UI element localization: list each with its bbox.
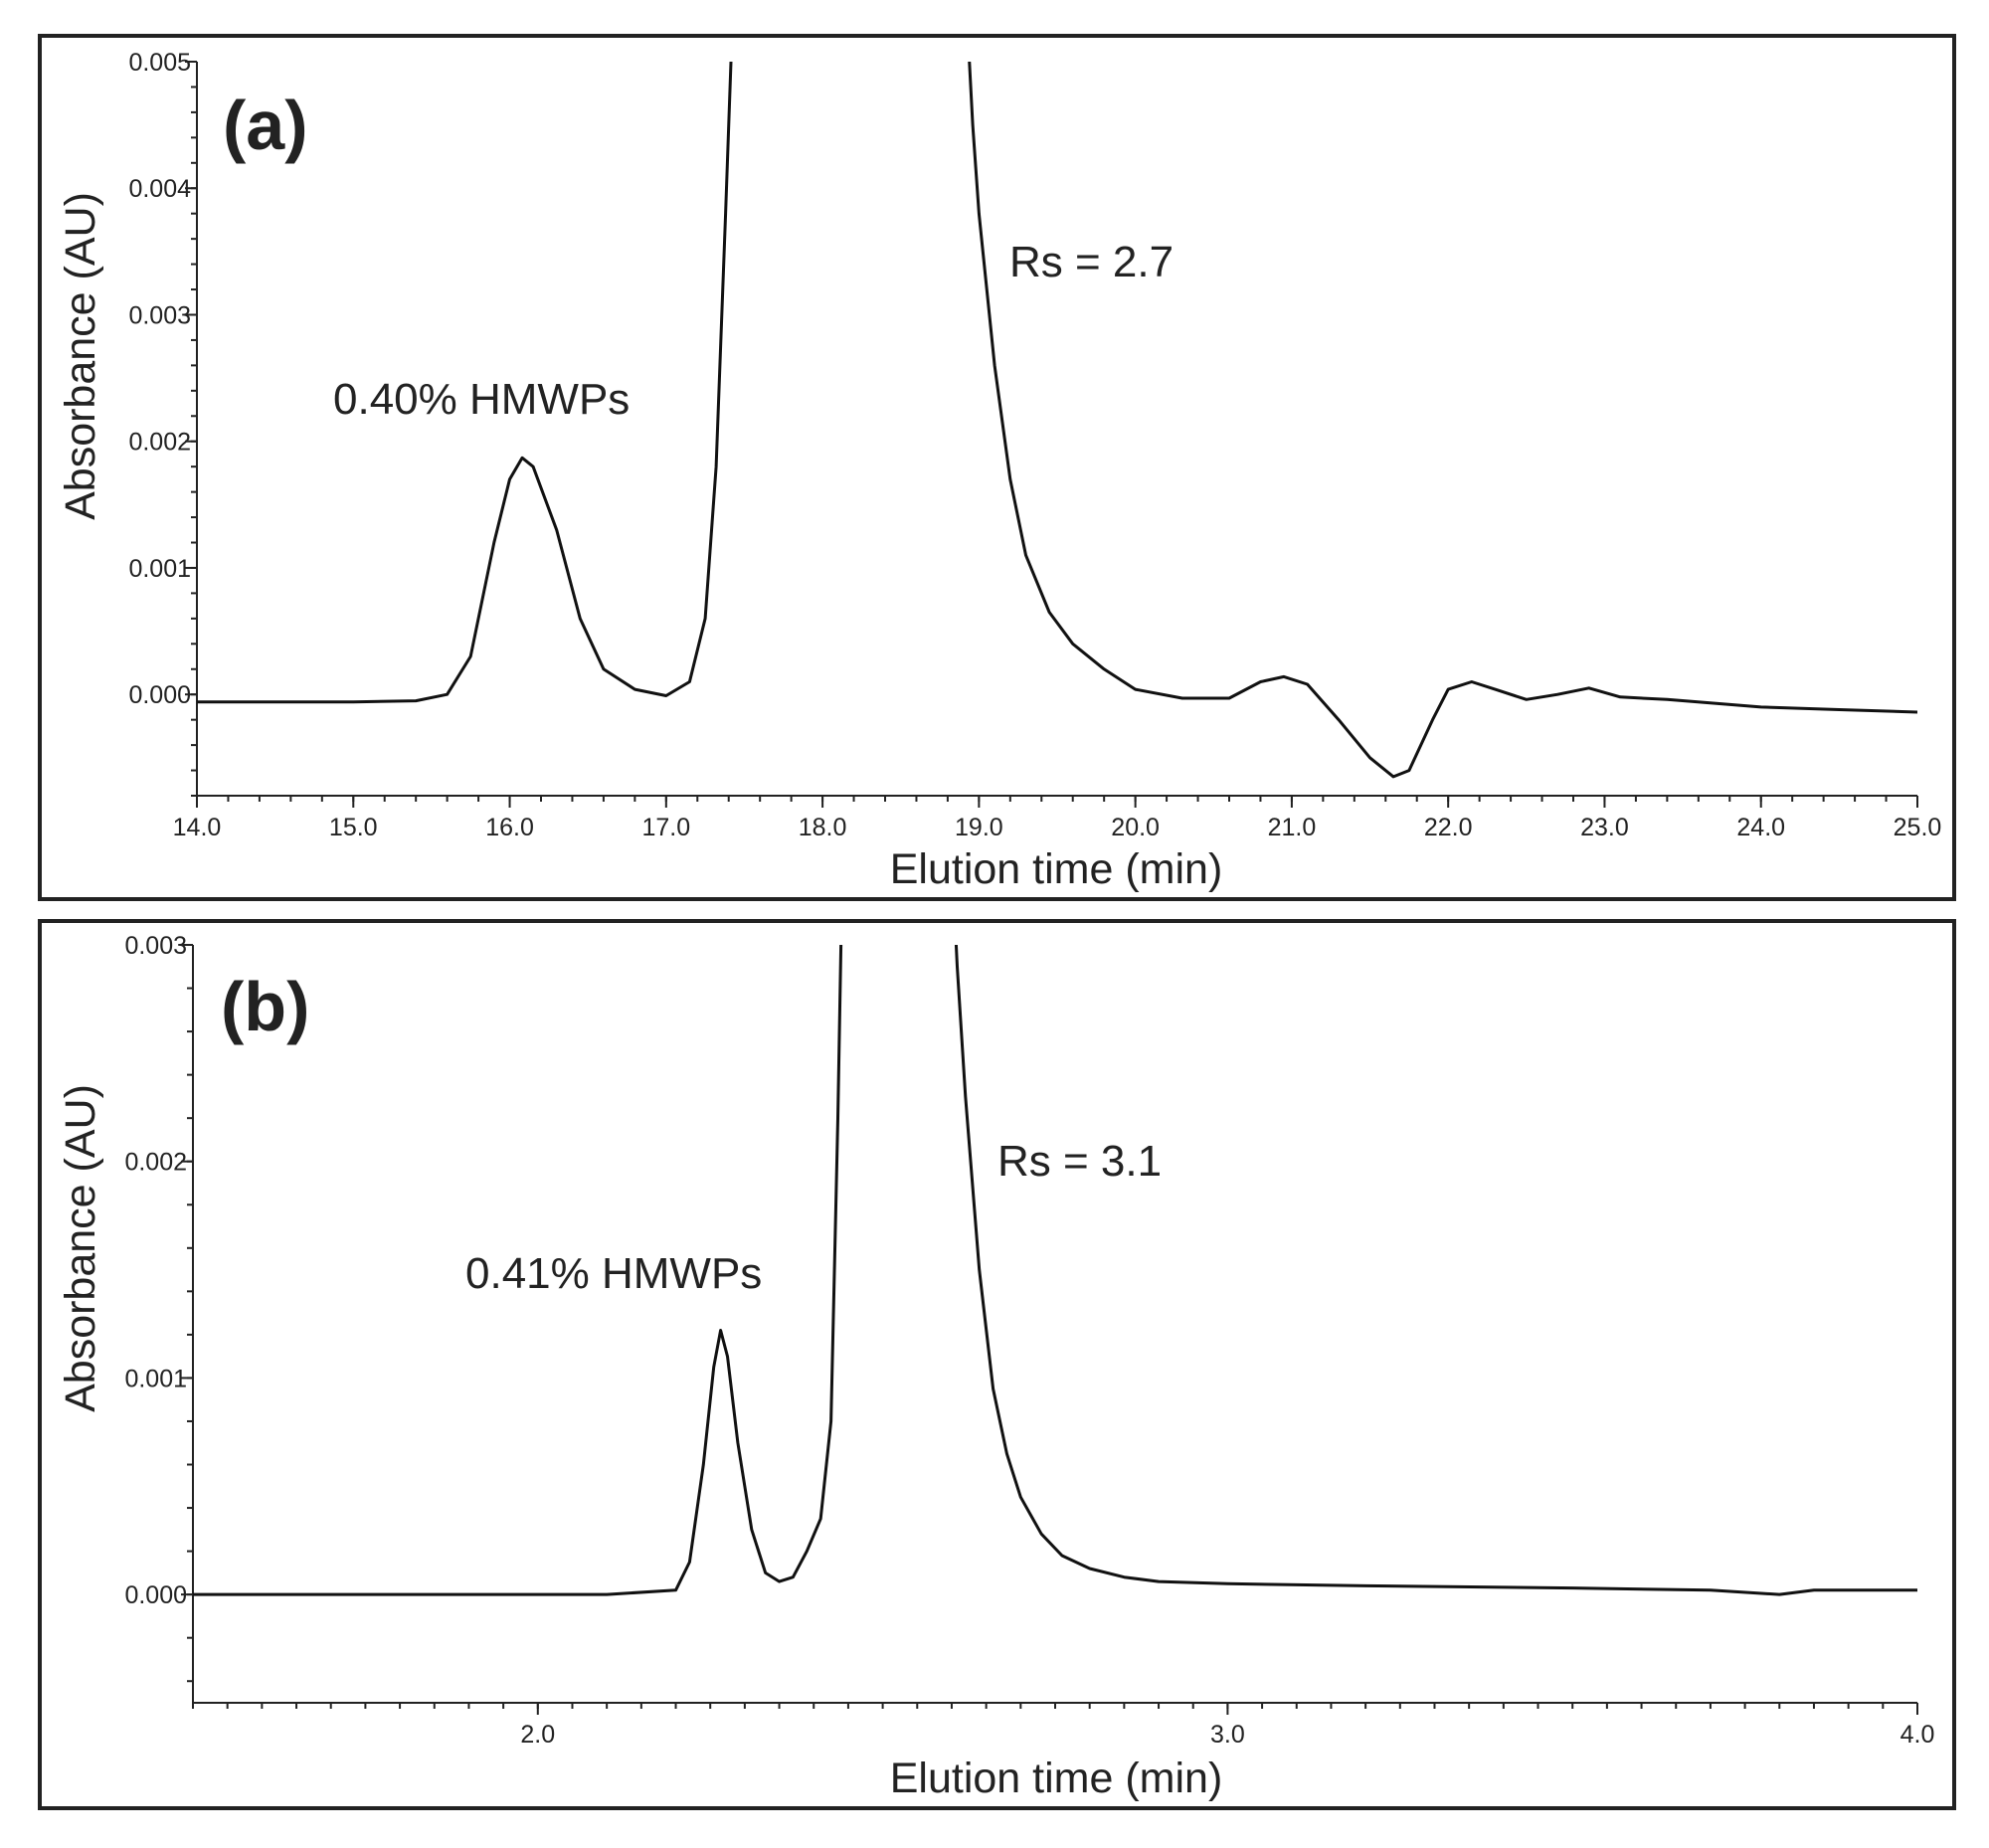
panel-a-x-tick-label: 17.0 (641, 814, 690, 841)
panel-a-x-tick-label: 18.0 (799, 814, 847, 841)
panel-a-frame (38, 34, 1956, 901)
panel-a-x-tick-label: 24.0 (1736, 814, 1785, 841)
panel-b-ticks: 2.0 3.0 4.0 0.000 0.001 0.002 0.003 (124, 932, 1934, 1749)
panel-a-ticks: 14.0 15.0 16.0 17.0 18.0 19.0 20.0 21.0 22.0 23.0… (128, 49, 1941, 841)
panel-b-y-tick-label: 0.002 (124, 1149, 187, 1177)
panel-a-y-tick-label: 0.004 (128, 175, 191, 203)
panel-b-x-tick-label: 4.0 (1900, 1721, 1935, 1749)
panel-b-chromatogram-line (193, 945, 1917, 1596)
panel-b-hmwp-annotation: 0.41% HMWPs (465, 1249, 762, 1298)
panel-b-y-tick-label: 0.003 (124, 932, 187, 960)
panel-a-y-tick-label: 0.000 (128, 681, 191, 709)
panel-b-trace (193, 945, 1917, 1596)
panel-b-rs-annotation: Rs = 3.1 (997, 1137, 1162, 1186)
panel-a-x-tick-label: 14.0 (173, 814, 222, 841)
panel-a-x-tick-label: 23.0 (1580, 814, 1629, 841)
panel-a-x-tick-label: 15.0 (329, 814, 378, 841)
panel-a-x-tick-label: 20.0 (1111, 814, 1160, 841)
panel-a: 14.0 15.0 16.0 17.0 18.0 19.0 20.0 21.0 22.0 23.0… (38, 34, 1956, 901)
panel-a-trace (197, 62, 1917, 779)
panel-a-y-tick-label: 0.005 (128, 49, 191, 77)
panel-b-y-axis-title: Absorbance (AU) (57, 1084, 104, 1412)
panel-b-x-axis-title: Elution time (min) (890, 1755, 1223, 1802)
panel-a-x-axis-title: Elution time (min) (890, 845, 1223, 893)
panel-a-x-tick-label: 21.0 (1268, 814, 1317, 841)
panel-a-chromatogram-line (197, 62, 1917, 779)
panel-a-x-tick-label: 22.0 (1424, 814, 1473, 841)
panel-b: 2.0 3.0 4.0 0.000 0.001 0.002 0.003 (b) 0.41% … (38, 919, 1956, 1810)
panel-a-y-tick-label: 0.001 (128, 555, 191, 583)
panel-a-label: (a) (223, 87, 308, 164)
panel-b-frame (38, 919, 1956, 1810)
panel-b-y-tick-label: 0.001 (124, 1365, 187, 1392)
panel-a-rs-annotation: Rs = 2.7 (1009, 238, 1174, 286)
panel-b-x-tick-label: 3.0 (1210, 1721, 1245, 1749)
panel-a-x-tick-label: 16.0 (485, 814, 534, 841)
panel-b-y-tick-label: 0.000 (124, 1581, 187, 1609)
panel-a-x-tick-label: 25.0 (1894, 814, 1942, 841)
panel-a-y-axis-title: Absorbance (AU) (57, 192, 104, 520)
panel-a-x-tick-label: 19.0 (955, 814, 1003, 841)
panel-a-y-tick-label: 0.002 (128, 429, 191, 457)
panel-b-label: (b) (221, 968, 309, 1045)
panel-a-y-tick-label: 0.003 (128, 301, 191, 329)
panel-a-hmwp-annotation: 0.40% HMWPs (333, 375, 630, 424)
panel-a-axes (196, 62, 1917, 797)
panel-b-x-tick-label: 2.0 (520, 1721, 555, 1749)
